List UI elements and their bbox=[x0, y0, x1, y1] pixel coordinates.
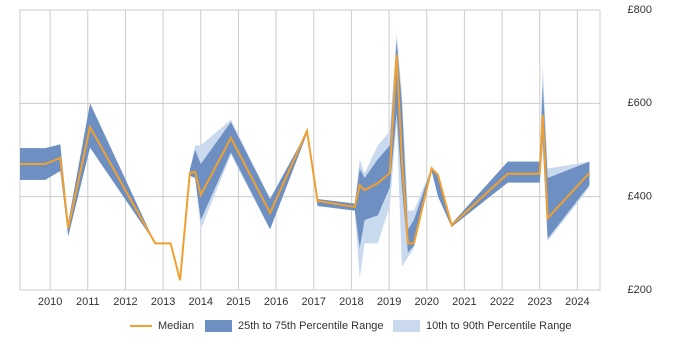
x-tick-label: 2015 bbox=[226, 296, 250, 308]
x-tick-label: 2017 bbox=[302, 296, 326, 308]
x-tick-label: 2019 bbox=[377, 296, 401, 308]
x-tick-label: 2014 bbox=[189, 296, 213, 308]
x-tick-label: 2010 bbox=[38, 296, 62, 308]
median-line bbox=[20, 54, 591, 281]
x-tick-label: 2012 bbox=[113, 296, 137, 308]
percentile-band bbox=[189, 40, 590, 253]
x-tick-label: 2022 bbox=[490, 296, 514, 308]
x-tick-label: 2018 bbox=[339, 296, 363, 308]
y-tick-label: £200 bbox=[628, 284, 652, 296]
percentile-band bbox=[20, 103, 156, 244]
legend-label: 25th to 75th Percentile Range bbox=[238, 320, 384, 332]
x-tick-label: 2016 bbox=[264, 296, 288, 308]
legend-label: 10th to 90th Percentile Range bbox=[426, 320, 572, 332]
legend-swatch bbox=[205, 320, 232, 332]
legend-label: Median bbox=[158, 320, 194, 332]
legend-swatch bbox=[393, 320, 420, 332]
y-tick-label: £800 bbox=[628, 4, 652, 16]
y-tick-label: £400 bbox=[628, 191, 652, 203]
y-tick-label: £600 bbox=[628, 97, 652, 109]
x-tick-label: 2011 bbox=[76, 296, 100, 308]
x-tick-label: 2021 bbox=[452, 296, 476, 308]
x-tick-label: 2023 bbox=[527, 296, 551, 308]
x-tick-label: 2020 bbox=[415, 296, 439, 308]
x-tick-label: 2024 bbox=[565, 296, 589, 308]
x-tick-label: 2013 bbox=[151, 296, 175, 308]
